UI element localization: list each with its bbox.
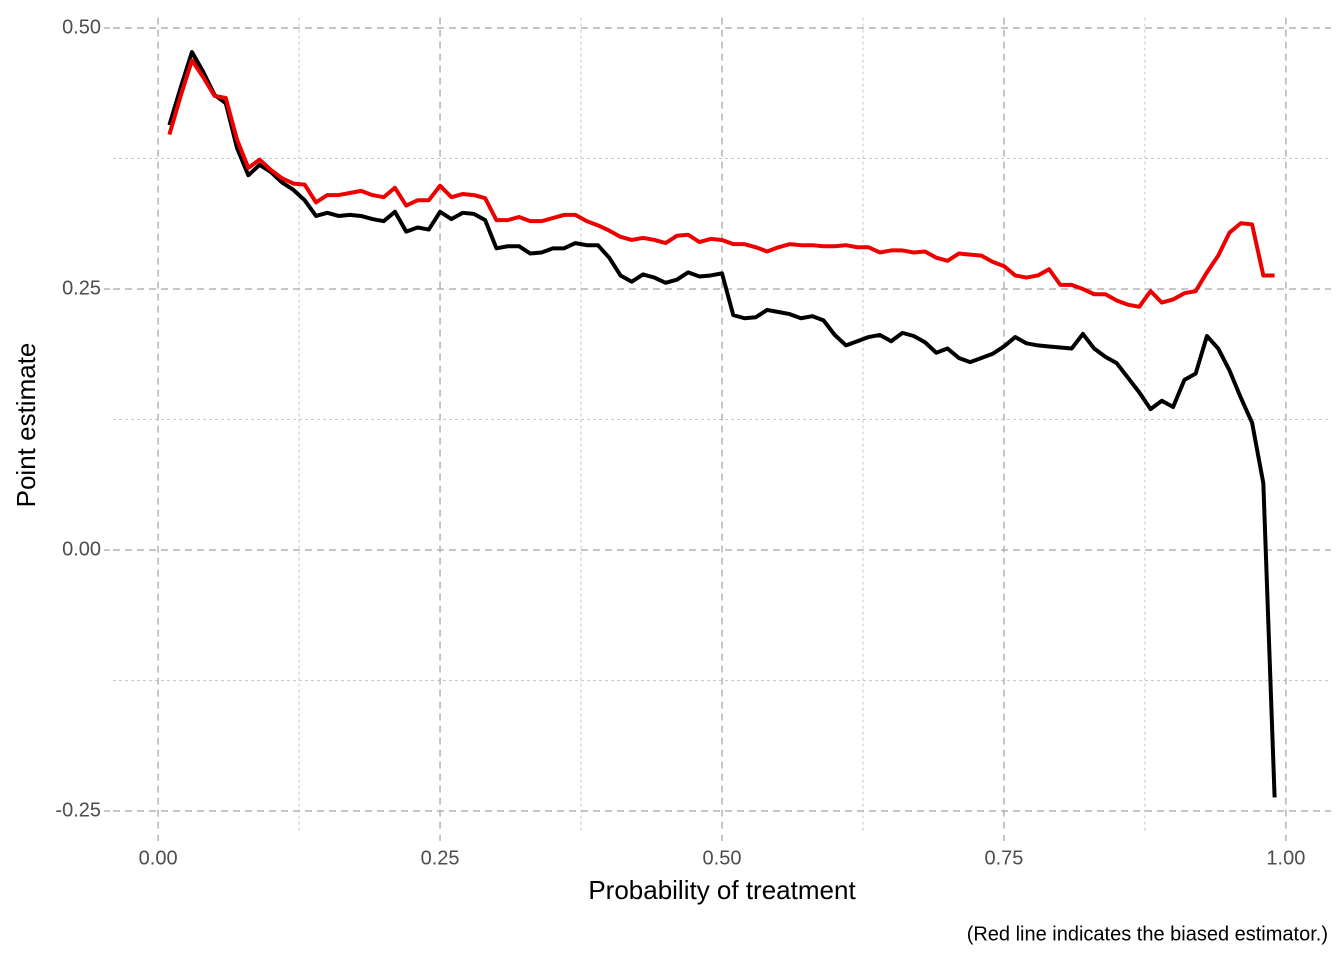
line <box>167 50 1277 798</box>
line <box>167 58 1275 309</box>
x-tick-label: 0.00 <box>139 847 178 869</box>
x-axis-title: Probability of treatment <box>588 875 856 905</box>
y-tick-label: 0.00 <box>62 538 101 560</box>
x-tick-label: 0.50 <box>703 847 742 869</box>
x-tick-label: 0.25 <box>421 847 460 869</box>
caption: (Red line indicates the biased estimator… <box>967 923 1328 945</box>
y-axis-title: Point estimate <box>11 343 41 508</box>
grid-layer: 0.00 0.25 0.50 0.75 1.00 -0.25 0.00 0.25 0.50 <box>55 16 1331 869</box>
y-tick-label: 0.25 <box>62 277 101 299</box>
x-tick-label: 1.00 <box>1266 847 1305 869</box>
y-tick-label: 0.50 <box>62 16 101 38</box>
y-tick-label: -0.25 <box>55 799 101 821</box>
x-tick-label: 0.75 <box>984 847 1023 869</box>
line-layer <box>167 50 1277 798</box>
